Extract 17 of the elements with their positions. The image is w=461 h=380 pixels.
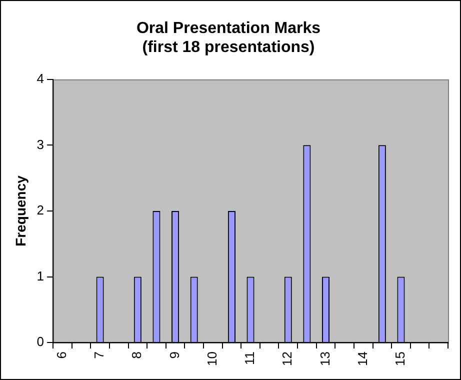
x-tick-label: 6 bbox=[54, 352, 70, 359]
y-tick-label: 0 bbox=[36, 334, 44, 350]
x-tick-label: 14 bbox=[354, 352, 370, 366]
x-tick-label: 8 bbox=[129, 352, 144, 359]
y-tick-label: 3 bbox=[36, 136, 44, 152]
y-tick-label: 1 bbox=[36, 268, 44, 284]
x-tick-label: 12 bbox=[280, 352, 295, 366]
x-tick-label: 9 bbox=[166, 352, 182, 359]
y-axis-title: Frequency bbox=[12, 175, 28, 246]
x-tick-label: 15 bbox=[392, 352, 408, 366]
x-tick-label: 11 bbox=[242, 352, 258, 366]
x-tick-label: 13 bbox=[317, 352, 332, 366]
x-tick-label: 7 bbox=[92, 352, 107, 359]
chart-title: Oral Presentation Marks (first 18 presentations) bbox=[136, 20, 321, 56]
y-tick-label: 2 bbox=[36, 202, 44, 218]
x-tick-label: 10 bbox=[204, 352, 220, 366]
y-tick-label: 4 bbox=[36, 70, 44, 86]
